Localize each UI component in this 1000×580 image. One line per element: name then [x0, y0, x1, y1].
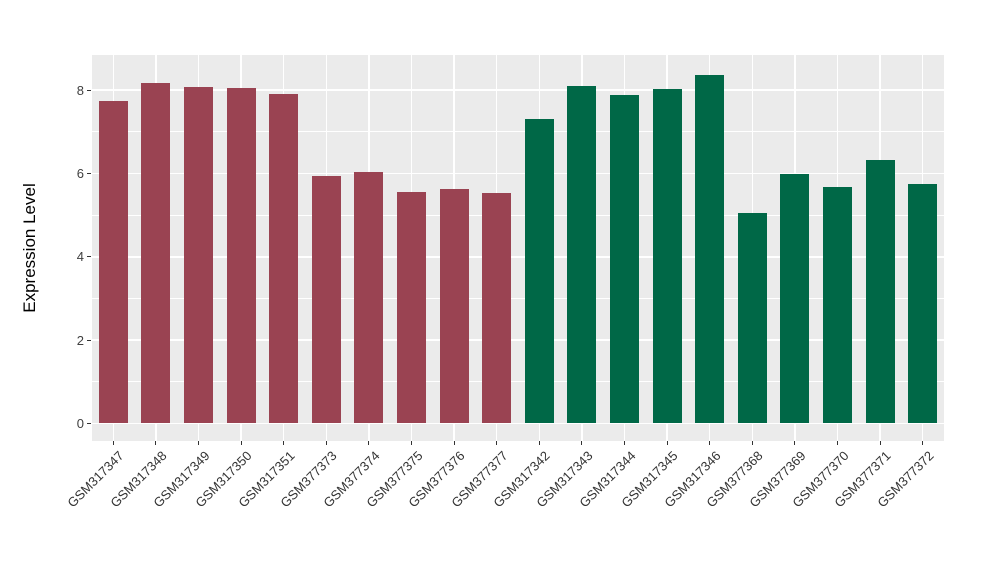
gridline-major — [92, 89, 944, 91]
x-tick-mark — [325, 441, 327, 445]
bar-GSM377370 — [823, 187, 852, 424]
gridline-major — [92, 339, 944, 341]
y-tick-mark — [87, 256, 91, 258]
gridline-minor — [92, 298, 944, 299]
bar-GSM317343 — [567, 86, 597, 424]
bar-GSM317350 — [226, 87, 256, 424]
bar-GSM317342 — [524, 119, 554, 424]
x-tick-mark — [453, 441, 455, 445]
bar-GSM377371 — [865, 160, 895, 424]
x-tick-mark — [283, 441, 285, 445]
bar-GSM377375 — [397, 192, 426, 424]
bar-GSM377369 — [780, 174, 810, 424]
gridline-major — [92, 422, 944, 425]
y-tick-label: 8 — [76, 82, 84, 98]
bar-GSM317346 — [695, 74, 725, 424]
bar-GSM317349 — [184, 87, 213, 424]
bar-GSM317344 — [610, 94, 639, 424]
y-tick-label: 2 — [76, 332, 84, 348]
y-tick-mark — [87, 422, 91, 424]
x-tick-mark — [922, 441, 924, 445]
x-tick-mark — [624, 441, 625, 445]
x-tick-mark — [794, 441, 796, 445]
bar-GSM317347 — [98, 100, 128, 424]
x-tick-mark — [155, 441, 157, 445]
bar-GSM317345 — [652, 89, 682, 424]
x-tick-mark — [112, 441, 114, 445]
y-axis-title: Expression Level — [20, 183, 39, 313]
x-tick-mark — [581, 441, 583, 445]
gridline-major — [92, 256, 944, 258]
gridline-minor — [92, 381, 944, 383]
x-tick-mark — [751, 441, 753, 445]
x-tick-mark — [538, 441, 540, 445]
x-tick-mark — [666, 441, 668, 445]
bar-GSM317351 — [269, 93, 299, 424]
y-tick-mark — [87, 339, 91, 341]
gridline-minor — [92, 214, 944, 216]
x-tick-mark — [496, 441, 498, 445]
bar-GSM377368 — [737, 212, 767, 424]
y-tick-mark — [87, 89, 91, 91]
x-tick-mark — [240, 441, 242, 445]
x-tick-mark — [709, 441, 711, 445]
bar-GSM317348 — [141, 82, 171, 424]
bar-GSM377374 — [354, 172, 384, 424]
x-tick-mark — [879, 441, 881, 445]
bar-GSM377372 — [908, 184, 938, 424]
y-tick-label: 6 — [76, 165, 84, 181]
y-tick-label: 0 — [76, 415, 84, 431]
plot-panel — [92, 55, 944, 441]
bar-GSM377376 — [439, 188, 469, 424]
x-tick-mark — [198, 441, 199, 445]
bar-GSM377377 — [482, 193, 512, 424]
gridline-major — [92, 172, 944, 175]
y-tick-mark — [87, 172, 91, 174]
x-tick-mark — [368, 441, 370, 445]
x-tick-mark — [411, 441, 412, 445]
bar-GSM377373 — [311, 176, 341, 424]
y-tick-label: 4 — [76, 249, 84, 265]
gridline-minor — [92, 131, 944, 133]
x-tick-mark — [837, 441, 838, 445]
